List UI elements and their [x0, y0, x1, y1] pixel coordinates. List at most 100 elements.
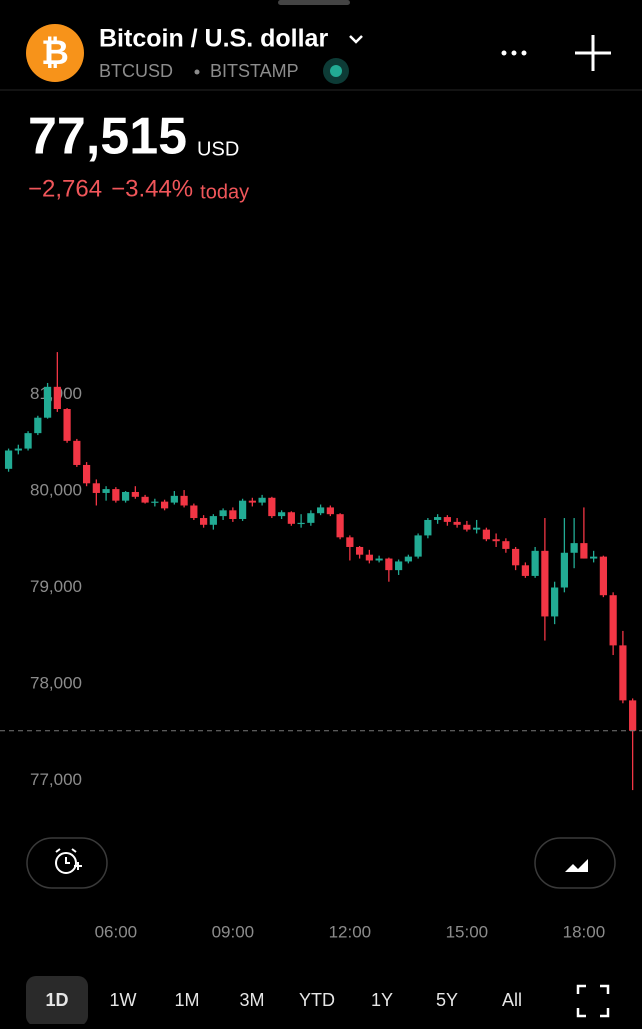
candle-body [599, 556, 607, 596]
candle-body [521, 565, 529, 576]
x-tick-label: 06:00 [95, 922, 138, 941]
candle-body [531, 550, 539, 576]
candle-body [151, 501, 159, 503]
candle-body [414, 535, 422, 557]
candle-body [268, 497, 276, 517]
symbol-title[interactable]: Bitcoin / U.S. dollar [99, 25, 328, 53]
candle-body [424, 519, 432, 536]
candle-body [73, 440, 81, 465]
candle-body [82, 464, 91, 484]
candle-body [141, 496, 149, 503]
candle-body [512, 548, 520, 566]
range-button[interactable]: 1Y [371, 990, 393, 1010]
candle-body [619, 645, 627, 701]
fullscreen-button[interactable] [576, 984, 610, 1018]
candle-body [404, 556, 412, 562]
candle-body [278, 512, 286, 517]
candle-body [102, 489, 110, 493]
candle-body [492, 539, 500, 542]
range-button[interactable]: 1D [45, 990, 68, 1010]
candle-body [629, 700, 637, 731]
candle-body [219, 510, 227, 517]
separator-dot [194, 69, 200, 75]
candle-body [199, 518, 208, 525]
candle-body [92, 483, 100, 493]
range-button[interactable]: 1W [110, 990, 137, 1010]
price: 77,515 [28, 108, 187, 166]
chevron[interactable] [349, 35, 363, 44]
candle-body [180, 495, 188, 506]
candle-body [502, 541, 510, 549]
candle-body [541, 550, 549, 617]
candle-body [131, 491, 139, 497]
x-tick-label: 09:00 [212, 922, 255, 941]
candle-body [307, 513, 315, 523]
candle-body [336, 514, 344, 538]
y-tick-label: 80,000 [30, 481, 82, 500]
period: today [200, 181, 249, 203]
y-tick-label: 78,000 [30, 673, 82, 692]
indicators-button[interactable] [534, 837, 616, 889]
ticker: BTCUSD [99, 61, 173, 81]
coin-icon[interactable] [26, 24, 84, 82]
range-bar: 1D 1W 1M 3M YTD 1Y 5Y All [26, 976, 522, 1026]
candle-body [14, 448, 22, 451]
y-tick-label: 79,000 [30, 577, 82, 596]
candle-body [580, 543, 588, 559]
x-tick-label: 12:00 [329, 922, 372, 941]
add-button[interactable] [575, 35, 611, 71]
x-tick-label: 15:00 [446, 922, 489, 941]
more-button[interactable] [501, 50, 527, 56]
candle-body [560, 552, 568, 588]
candle-body [551, 587, 559, 617]
candle-body [356, 546, 364, 555]
alert-button[interactable] [26, 837, 108, 889]
candle-body [24, 433, 32, 449]
candle-body [463, 524, 471, 530]
candle-body [453, 521, 461, 525]
candle-body [34, 417, 42, 434]
candle-body [43, 386, 52, 418]
candle-body [170, 495, 178, 503]
candle-body [239, 500, 247, 519]
change-percent: −3.44% [111, 175, 193, 202]
exchange: BITSTAMP [210, 61, 299, 81]
candle-body [482, 529, 490, 540]
x-tick-label: 18:00 [563, 922, 606, 941]
candle-body [53, 386, 61, 410]
candle-body [297, 522, 305, 525]
candle-body [4, 450, 13, 469]
candle-body [570, 543, 578, 553]
candle-body [609, 595, 617, 646]
candle-body [209, 516, 217, 525]
range-button[interactable]: 5Y [436, 990, 458, 1010]
candle-body [190, 505, 198, 519]
candle-body [434, 517, 442, 520]
candle-body [229, 510, 237, 519]
candle-body [317, 507, 325, 514]
candle-body [112, 489, 120, 501]
candle-body [63, 409, 71, 441]
y-tick-label: 77,000 [30, 770, 82, 789]
plot: 77,00078,00079,00080,00081,00006:0009:00… [0, 352, 642, 941]
range-button[interactable]: All [502, 990, 522, 1010]
indicators-icon [565, 859, 588, 872]
range-selected [26, 976, 88, 1026]
candle-body [375, 558, 383, 561]
candle-body [443, 517, 451, 522]
alert-icon [55, 848, 82, 874]
candle-body [346, 537, 354, 547]
range-button[interactable]: 3M [239, 990, 264, 1010]
candle-body [590, 556, 598, 559]
candle-body [121, 491, 130, 501]
range-button[interactable]: 1M [174, 990, 199, 1010]
candle-body [160, 501, 169, 509]
candle-body [365, 554, 373, 561]
candle-body [385, 558, 393, 571]
candle-body [287, 512, 295, 524]
candle-body [248, 500, 256, 503]
range-button[interactable]: YTD [299, 990, 335, 1010]
notch [278, 0, 350, 5]
